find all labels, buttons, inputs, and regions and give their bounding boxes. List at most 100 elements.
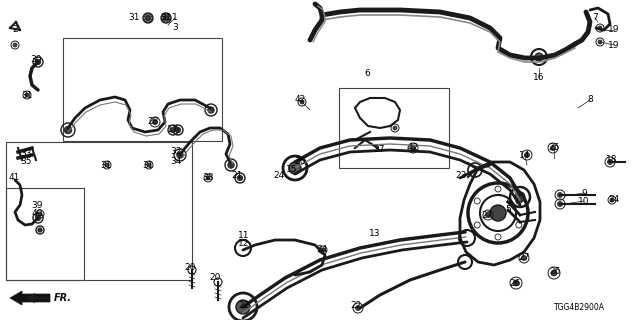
Circle shape	[557, 193, 563, 197]
Circle shape	[610, 198, 614, 202]
Text: 1: 1	[172, 13, 178, 22]
Text: 26: 26	[549, 268, 561, 276]
Circle shape	[38, 212, 42, 216]
Circle shape	[38, 228, 42, 232]
Text: 41: 41	[8, 172, 20, 181]
Circle shape	[557, 202, 563, 206]
Circle shape	[410, 146, 415, 150]
Text: 38: 38	[202, 173, 214, 182]
Text: 2: 2	[12, 26, 18, 35]
Text: 5: 5	[505, 205, 511, 214]
Circle shape	[490, 205, 506, 221]
Circle shape	[355, 306, 360, 310]
Circle shape	[598, 26, 602, 30]
Text: 42: 42	[294, 95, 306, 105]
Circle shape	[515, 192, 525, 202]
Circle shape	[206, 176, 210, 180]
Circle shape	[152, 119, 157, 124]
Text: 19: 19	[608, 26, 620, 35]
Text: 13: 13	[369, 229, 381, 238]
Circle shape	[175, 127, 180, 133]
Text: 12: 12	[238, 239, 250, 249]
Bar	[6, 188, 84, 280]
Text: 26: 26	[509, 278, 521, 287]
Circle shape	[145, 15, 151, 21]
Circle shape	[598, 40, 602, 44]
Text: 11: 11	[238, 231, 250, 241]
Text: 22: 22	[350, 300, 362, 309]
Circle shape	[105, 163, 109, 167]
FancyArrow shape	[10, 291, 50, 305]
Circle shape	[35, 59, 41, 65]
Text: 32: 32	[170, 148, 182, 156]
Circle shape	[486, 212, 490, 218]
Text: 18: 18	[606, 156, 618, 164]
Text: 31: 31	[21, 91, 33, 100]
Circle shape	[146, 16, 150, 20]
Text: 33: 33	[20, 148, 32, 157]
Text: 16: 16	[533, 74, 545, 83]
Text: 20: 20	[184, 263, 196, 273]
Text: 27: 27	[518, 253, 530, 262]
Text: 42: 42	[408, 143, 419, 153]
Bar	[6, 142, 192, 280]
Text: 27: 27	[481, 211, 493, 220]
Text: 22: 22	[238, 300, 250, 309]
Text: 21: 21	[231, 171, 243, 180]
Text: 37: 37	[373, 146, 385, 155]
Text: 6: 6	[364, 68, 370, 77]
Text: FR.: FR.	[54, 293, 72, 303]
Text: 24: 24	[609, 196, 620, 204]
Text: TGG4B2900A: TGG4B2900A	[554, 303, 605, 312]
Text: 25: 25	[548, 143, 560, 153]
Text: 20: 20	[209, 274, 221, 283]
Text: 14: 14	[519, 150, 531, 159]
Text: 34: 34	[170, 156, 182, 165]
Circle shape	[522, 255, 527, 260]
Circle shape	[228, 162, 234, 168]
Circle shape	[321, 248, 325, 252]
Text: 10: 10	[579, 196, 589, 205]
Circle shape	[289, 162, 301, 174]
Circle shape	[64, 126, 72, 134]
Bar	[339, 88, 449, 168]
Text: 28: 28	[147, 117, 159, 126]
Text: 3: 3	[172, 23, 178, 33]
Text: 15: 15	[286, 165, 298, 174]
Circle shape	[236, 300, 250, 314]
Circle shape	[607, 159, 612, 164]
Circle shape	[550, 146, 556, 150]
Circle shape	[13, 43, 17, 47]
Circle shape	[535, 53, 543, 61]
Text: 23: 23	[455, 171, 467, 180]
Text: 24: 24	[316, 245, 328, 254]
Circle shape	[551, 270, 557, 276]
Circle shape	[237, 175, 243, 181]
Text: 31: 31	[100, 161, 112, 170]
Text: 8: 8	[587, 95, 593, 105]
Circle shape	[35, 215, 41, 221]
Circle shape	[177, 152, 183, 158]
Circle shape	[300, 100, 304, 104]
Circle shape	[513, 280, 519, 286]
Text: 36: 36	[294, 157, 306, 166]
Text: 7: 7	[592, 13, 598, 22]
Circle shape	[208, 107, 214, 113]
Text: 35: 35	[20, 156, 32, 165]
Text: 17: 17	[167, 125, 179, 134]
Text: 4: 4	[505, 196, 511, 205]
Text: 19: 19	[608, 41, 620, 50]
Circle shape	[170, 127, 176, 133]
Text: 39: 39	[31, 201, 43, 210]
Circle shape	[25, 93, 29, 97]
Text: 31: 31	[142, 161, 154, 170]
Circle shape	[164, 16, 168, 20]
Text: 30: 30	[30, 55, 42, 65]
Circle shape	[393, 126, 397, 130]
Circle shape	[163, 15, 169, 21]
Text: 31: 31	[160, 13, 172, 22]
Circle shape	[525, 153, 529, 157]
Text: 31: 31	[128, 13, 140, 22]
Bar	[63, 38, 222, 141]
Text: 9: 9	[581, 188, 587, 197]
